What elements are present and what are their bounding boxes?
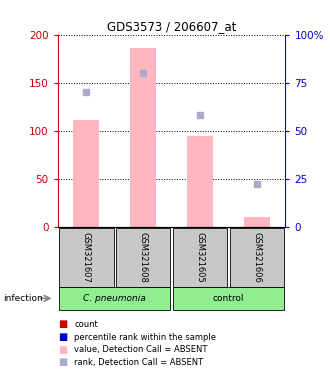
Bar <box>244 217 270 227</box>
Bar <box>230 228 284 287</box>
Text: GSM321605: GSM321605 <box>196 232 205 283</box>
Bar <box>130 48 156 227</box>
Text: ■: ■ <box>58 345 67 355</box>
Text: ■: ■ <box>58 332 67 342</box>
Text: percentile rank within the sample: percentile rank within the sample <box>74 333 216 342</box>
Point <box>83 89 89 95</box>
Point <box>254 181 260 187</box>
Bar <box>73 120 99 227</box>
Text: value, Detection Call = ABSENT: value, Detection Call = ABSENT <box>74 345 208 354</box>
Point <box>141 70 146 76</box>
Bar <box>187 136 213 227</box>
Text: GSM321606: GSM321606 <box>252 232 261 283</box>
Bar <box>59 287 171 310</box>
Text: infection: infection <box>3 294 43 303</box>
Text: ■: ■ <box>58 319 67 329</box>
Bar <box>59 228 114 287</box>
Text: count: count <box>74 320 98 329</box>
Bar <box>173 228 227 287</box>
Point <box>197 112 203 118</box>
Title: GDS3573 / 206607_at: GDS3573 / 206607_at <box>107 20 236 33</box>
Text: C. pneumonia: C. pneumonia <box>83 294 146 303</box>
Text: control: control <box>213 294 244 303</box>
Bar <box>173 287 284 310</box>
Bar <box>116 228 171 287</box>
Text: ■: ■ <box>58 358 67 367</box>
Text: GSM321607: GSM321607 <box>82 232 91 283</box>
Text: rank, Detection Call = ABSENT: rank, Detection Call = ABSENT <box>74 358 203 367</box>
Text: GSM321608: GSM321608 <box>139 232 148 283</box>
